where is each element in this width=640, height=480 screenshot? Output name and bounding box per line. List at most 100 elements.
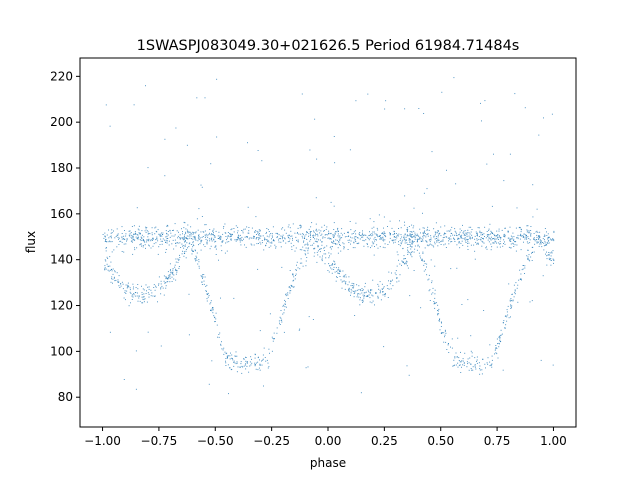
data-point xyxy=(462,364,464,366)
data-point xyxy=(305,234,307,236)
data-point xyxy=(185,249,187,250)
data-point xyxy=(458,242,460,244)
data-point xyxy=(314,247,316,249)
data-point xyxy=(358,234,360,236)
data-point xyxy=(515,241,517,243)
data-point xyxy=(287,237,289,239)
data-point xyxy=(349,239,351,241)
data-point xyxy=(400,243,402,245)
data-point xyxy=(384,293,386,294)
data-point xyxy=(367,93,369,95)
data-point xyxy=(396,235,398,237)
data-point xyxy=(315,228,317,230)
data-point xyxy=(515,250,517,252)
data-point xyxy=(397,234,398,236)
data-point xyxy=(411,252,413,254)
data-point xyxy=(371,302,373,304)
data-point xyxy=(118,238,119,240)
data-point xyxy=(379,236,380,237)
data-point xyxy=(546,255,548,257)
data-point xyxy=(245,236,247,237)
data-point xyxy=(265,233,267,234)
data-point xyxy=(488,229,490,231)
data-point xyxy=(210,238,212,240)
data-point xyxy=(383,232,385,234)
data-point xyxy=(113,249,115,251)
data-point xyxy=(133,294,135,296)
data-point xyxy=(251,227,253,229)
data-point xyxy=(377,236,379,238)
data-point xyxy=(442,239,444,241)
data-point xyxy=(360,392,362,394)
data-point xyxy=(134,247,135,249)
data-point xyxy=(467,240,469,242)
data-point xyxy=(476,362,478,364)
data-point xyxy=(329,238,331,239)
data-point xyxy=(357,237,359,239)
data-point xyxy=(198,239,200,240)
data-point xyxy=(132,288,134,290)
data-point xyxy=(162,287,164,289)
data-point xyxy=(235,240,237,242)
data-point xyxy=(135,388,137,390)
data-point xyxy=(379,281,381,283)
data-point xyxy=(198,244,199,246)
data-point xyxy=(484,226,486,228)
data-point xyxy=(437,234,439,236)
data-point xyxy=(434,307,436,309)
data-point xyxy=(287,235,289,237)
data-point xyxy=(240,239,242,241)
data-point xyxy=(494,237,496,239)
data-point xyxy=(160,288,162,290)
data-point xyxy=(372,231,374,233)
data-point xyxy=(496,235,498,237)
data-point xyxy=(215,246,217,248)
data-point xyxy=(211,360,213,362)
data-point xyxy=(492,242,494,244)
data-point xyxy=(344,288,346,290)
data-point xyxy=(328,252,330,254)
data-point xyxy=(184,241,186,243)
data-point xyxy=(108,229,109,231)
data-point xyxy=(418,108,420,109)
data-point xyxy=(492,238,494,239)
data-point xyxy=(423,232,425,234)
data-point xyxy=(104,268,106,270)
data-point xyxy=(237,234,239,236)
data-point xyxy=(547,233,549,235)
data-point xyxy=(423,264,425,266)
data-point xyxy=(143,289,145,291)
data-point xyxy=(459,228,461,230)
data-point xyxy=(465,232,467,234)
data-point xyxy=(164,175,166,177)
data-point xyxy=(371,294,373,296)
data-point xyxy=(179,234,181,236)
data-point xyxy=(418,238,420,240)
data-point xyxy=(373,238,375,240)
data-point xyxy=(218,336,220,338)
data-point xyxy=(165,287,167,289)
data-point xyxy=(404,258,406,260)
data-point xyxy=(131,294,133,296)
data-point xyxy=(531,260,533,261)
x-tick-label: 0.25 xyxy=(371,434,398,448)
data-point xyxy=(446,169,447,171)
data-point xyxy=(225,232,227,234)
data-point xyxy=(334,162,336,164)
data-point xyxy=(407,249,408,251)
data-point xyxy=(315,197,317,199)
data-point xyxy=(403,258,405,260)
data-point xyxy=(241,236,243,238)
data-point xyxy=(255,368,257,370)
data-point xyxy=(186,144,188,146)
data-point xyxy=(488,228,490,230)
data-point xyxy=(434,293,436,295)
data-point xyxy=(486,234,488,236)
data-point xyxy=(198,261,200,263)
data-point xyxy=(198,208,200,210)
data-point xyxy=(277,233,279,235)
data-point xyxy=(160,283,162,285)
data-point xyxy=(347,231,349,233)
data-point xyxy=(138,229,140,231)
data-point xyxy=(135,236,137,238)
